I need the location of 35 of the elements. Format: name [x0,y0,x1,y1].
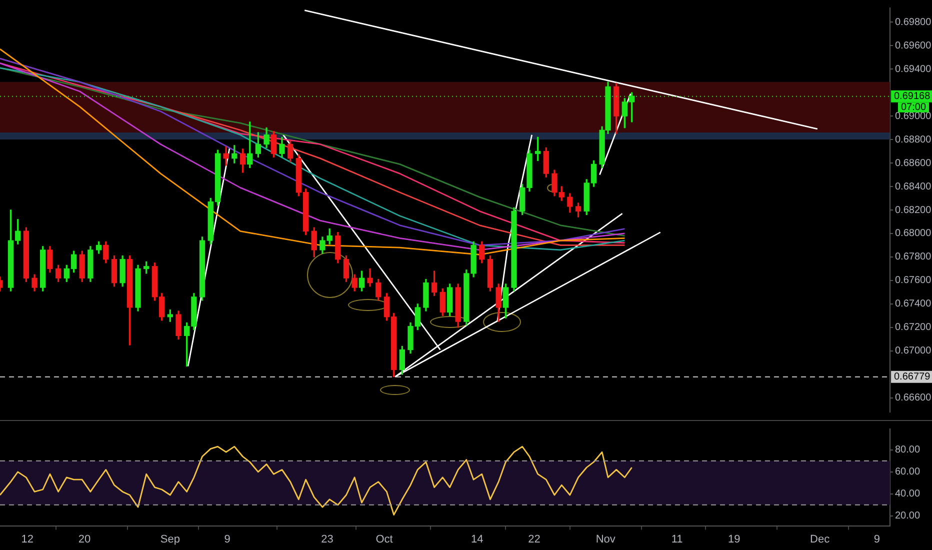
y-tick-label: 0.67200 [895,322,932,334]
x-tick-label: Dec [810,533,830,546]
x-tick-label: 11 [671,533,683,546]
y-tick-label: 0.67000 [895,346,932,357]
y-tick-label: 0.67400 [895,298,932,310]
x-tick-label: 19 [728,533,740,546]
y-tick-label: 40.00 [895,488,920,500]
ref-line-label: 0.66779 [894,372,931,383]
text: 07:00 [901,102,926,114]
x-tick-label: 23 [321,533,334,546]
ref-line-label: 0.69168 [894,91,931,102]
x-tick-label: Sep [160,533,180,546]
y-tick-label: 80.00 [895,444,920,456]
x-tick-label: 12 [21,533,34,546]
y-tick-label: 60.00 [895,466,920,478]
x-tick-label: 9 [224,533,230,546]
y-tick-label: 0.66600 [895,392,932,404]
x-tick-label: 20 [78,533,91,546]
y-tick-label: 0.68200 [895,204,932,216]
y-tick-label: 0.67600 [895,275,932,286]
x-tick-label: Nov [596,533,616,546]
y-tick-label: 0.69800 [895,16,932,28]
y-tick-label: 0.68600 [895,158,932,169]
x-tick-label: 9 [874,533,880,546]
y-tick-label: 0.68400 [895,181,932,192]
y-tick-label: 0.69600 [895,40,932,52]
y-tick-label: 20.00 [895,510,920,522]
y-tick-label: 0.68000 [895,228,932,240]
y-tick-label: 0.69400 [895,64,932,75]
x-tick-label: 22 [528,533,540,546]
y-tick-label: 0.67800 [895,252,932,263]
x-tick-label: 14 [471,533,484,546]
y-tick-label: 0.68800 [895,134,932,146]
x-tick-label: Oct [376,533,393,546]
y-tick-label: 0.69000 [895,110,932,122]
